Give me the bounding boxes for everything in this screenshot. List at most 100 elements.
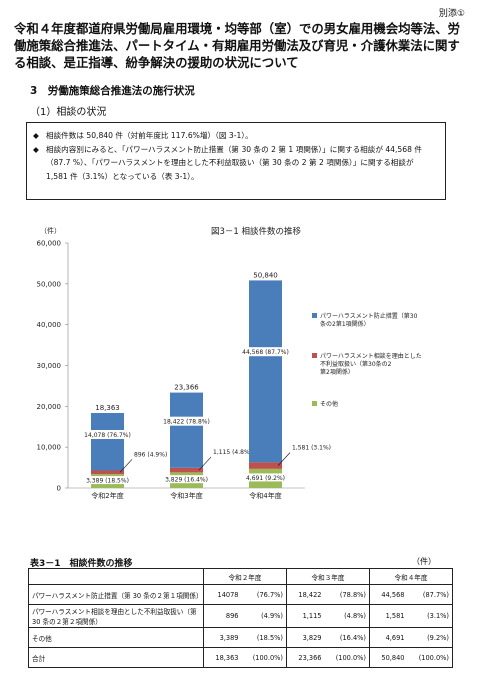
legend-label-line: 不利益取扱い（第30条の2 xyxy=(320,360,392,368)
other-data-label: 3,829 (16.4%) xyxy=(165,477,208,484)
cell-count: 3,829 xyxy=(286,627,325,648)
cell-count: 44,568 xyxy=(369,584,408,605)
cell-percent: (100.0%) xyxy=(241,647,287,668)
power-label-bg xyxy=(87,430,128,440)
row-label: その他 xyxy=(28,627,204,648)
cell-percent: (4.9%) xyxy=(241,604,287,628)
summary-box: ◆ 相談件数は 50,840 件（対前年度比 117.6%増）（図 3-1）。 … xyxy=(26,122,446,200)
row-label: 合計 xyxy=(28,647,204,668)
y-tick-label: 0 xyxy=(57,485,61,493)
table-title: 表3－1 相談件数の推移 xyxy=(30,559,133,569)
cell-count: 1,115 xyxy=(286,604,325,628)
table-row: パワーハラスメント防止措置（第 30 条の２第１項関係） 14078 (76.7… xyxy=(28,584,453,605)
disadv-data-label: 1,581 (3.1%) xyxy=(292,445,331,452)
attachment-label: 別添① xyxy=(438,9,465,19)
cell-percent: (18.5%) xyxy=(241,627,287,648)
bar-total-label: 50,840 xyxy=(253,271,278,279)
x-tick-label: 令和3年度 xyxy=(170,491,202,500)
cell-count: 3,389 xyxy=(203,627,242,648)
disadv-pointer-line xyxy=(277,452,291,466)
disadv-pointer-line xyxy=(119,459,133,473)
power-data-label: 18,422 (78.8%) xyxy=(163,419,210,426)
row-label: パワーハラスメント相談を理由とした不利益取扱い（第 30 条の２第２項関係） xyxy=(28,604,204,628)
legend-swatch-power xyxy=(312,313,317,318)
table-unit: （件） xyxy=(412,557,436,566)
chart-title: 図3－1 相談件数の推移 xyxy=(211,226,302,237)
legend-label: パワーハラスメント相談を理由とした不利益取扱い（第30条の2 第2項関係） xyxy=(320,352,422,376)
cell-percent: (4.8%) xyxy=(324,604,370,628)
cell-count: 1,581 xyxy=(369,604,408,628)
y-tick-label: 10,000 xyxy=(37,444,62,452)
cell-percent: (100.0%) xyxy=(407,647,453,668)
y-tick-label: 30,000 xyxy=(37,362,62,370)
section-heading: 3 労働施策総合推進法の施行状況 xyxy=(30,85,195,97)
cell-percent: (3.1%) xyxy=(407,604,453,628)
row-label: パワーハラスメント防止措置（第 30 条の２第１項関係） xyxy=(28,584,204,605)
cell-percent: (9.2%) xyxy=(407,627,453,648)
y-axis-unit: （件） xyxy=(40,226,61,235)
legend-label-line: 条の2第1項関係） xyxy=(320,320,370,328)
summary-text: 相談件数は 50,840 件（対前年度比 117.6%増）（図 3-1）。 xyxy=(46,131,253,140)
bar-segment-power xyxy=(170,392,203,468)
diamond-bullet-icon: ◆ xyxy=(33,131,39,140)
bar-total-label: 23,366 xyxy=(174,384,199,392)
y-tick-label: 60,000 xyxy=(37,240,62,248)
bar-segment-disadv xyxy=(170,467,203,473)
other-data-label: 3,389 (18.5%) xyxy=(86,478,129,485)
summary-item: ◆ 相談件数は 50,840 件（対前年度比 117.6%増）（図 3-1）。 xyxy=(33,129,437,143)
y-tick-label: 40,000 xyxy=(37,321,62,329)
chart-svg: 図3－1 相談件数の推移 （件） 0 10,000 20,000 30,000 40,000… xyxy=(37,226,422,500)
other-data-label: 4,691 (9.2%) xyxy=(246,475,285,482)
legend-label-line: パワーハラスメント防止措置（第30 xyxy=(320,312,418,320)
legend-label-line: パワーハラスメント相談を理由とした xyxy=(320,352,422,360)
legend-label: パワーハラスメント防止措置（第30 条の2第1項関係） xyxy=(320,312,418,328)
disadv-pointer-line xyxy=(198,456,212,471)
cell-count: 4,691 xyxy=(369,627,408,648)
cell-percent: (16.4%) xyxy=(324,627,370,648)
cell-count: 896 xyxy=(203,604,242,628)
y-tick-label: 20,000 xyxy=(37,403,62,411)
bar-total-label: 18,363 xyxy=(95,404,120,412)
cell-count: 50,840 xyxy=(369,647,408,668)
x-tick-label: 令和2年度 xyxy=(91,491,123,500)
cell-count: 18,422 xyxy=(286,584,325,605)
sub-heading: （1）相談の状況 xyxy=(30,107,107,118)
other-label-bg xyxy=(245,473,286,482)
table-header-r2: 令和２年度 xyxy=(203,568,287,585)
document-title: 令和４年度都道府県労働局雇用環境・均等部（室）での男女雇用機会均等法、労働施策総… xyxy=(14,21,461,70)
cell-count: 14078 xyxy=(203,584,242,605)
table-header-r4: 令和４年度 xyxy=(369,568,453,585)
cell-count: 18,363 xyxy=(203,647,242,668)
power-label-bg xyxy=(166,416,207,426)
table-header-r3: 令和３年度 xyxy=(286,568,370,585)
cell-percent: (87.7%) xyxy=(407,584,453,605)
consultation-chart: 図3－1 相談件数の推移 （件） 0 10,000 20,000 30,000 40,000… xyxy=(0,218,479,513)
bar-segment-disadv xyxy=(249,462,282,469)
power-data-label: 44,568 (87.7%) xyxy=(242,349,289,356)
legend-label-line: その他 xyxy=(320,400,338,408)
bar-segment-power xyxy=(91,413,124,471)
legend-label-line: 第2項関係） xyxy=(320,368,354,376)
disadv-data-label: 896 (4.9%) xyxy=(134,451,167,458)
table-row: パワーハラスメント相談を理由とした不利益取扱い（第 30 条の２第２項関係） 8… xyxy=(28,604,453,628)
x-tick-label: 令和4年度 xyxy=(249,491,281,500)
legend-swatch-other xyxy=(312,401,317,406)
power-label-bg xyxy=(245,347,286,357)
other-label-bg xyxy=(166,475,207,484)
bar-segment-power xyxy=(249,280,282,463)
cell-count: 23,366 xyxy=(286,647,325,668)
power-data-label: 14,078 (76.7%) xyxy=(84,432,131,439)
legend-swatch-disadv xyxy=(312,353,317,358)
table-header-row: 令和２年度 令和３年度 令和４年度 xyxy=(28,568,453,585)
summary-item: ◆ 相談内容別にみると、「パワーハラスメント防止措置（第 30 条の 2 第 1… xyxy=(33,143,437,184)
diamond-bullet-icon: ◆ xyxy=(33,144,39,154)
summary-text: 相談内容別にみると、「パワーハラスメント防止措置（第 30 条の 2 第 1 項… xyxy=(46,144,422,181)
disadv-data-label: 1,115 (4.8%) xyxy=(213,449,252,456)
cell-percent: (76.7%) xyxy=(241,584,287,605)
consultation-table: 令和２年度 令和３年度 令和４年度 パワーハラスメント防止措置（第 30 条の２… xyxy=(28,568,453,668)
table-row-total: 合計 18,363 (100.0%) 23,366 (100.0%) 50,84… xyxy=(28,647,453,668)
y-tick-label: 50,000 xyxy=(37,280,62,288)
table-header-blank xyxy=(28,568,204,585)
table-row: その他 3,389 (18.5%) 3,829 (16.4%) 4,691 (9… xyxy=(28,627,453,648)
bar-segment-disadv xyxy=(91,470,124,475)
